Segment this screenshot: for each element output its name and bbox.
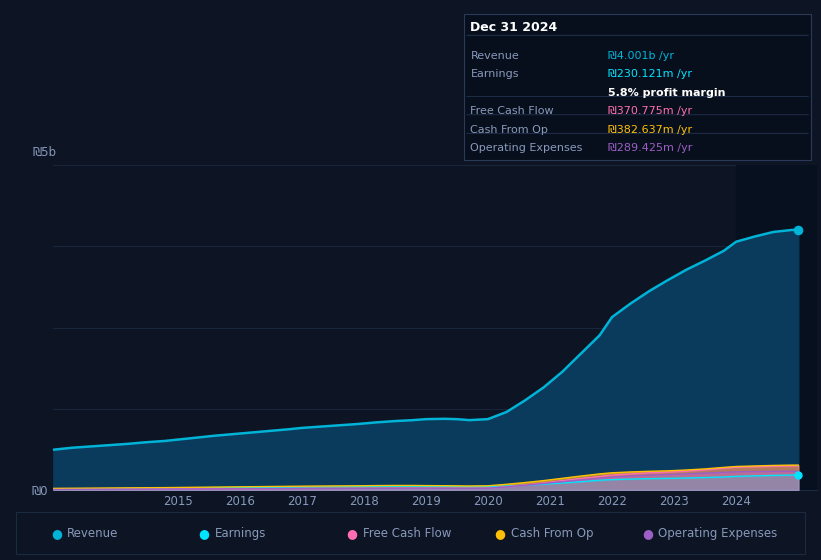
Text: ●: ● bbox=[494, 527, 505, 540]
Point bbox=[791, 226, 805, 235]
Text: ₪230.121m /yr: ₪230.121m /yr bbox=[608, 69, 691, 80]
Text: Operating Expenses: Operating Expenses bbox=[658, 527, 777, 540]
Text: ●: ● bbox=[642, 527, 653, 540]
Text: ●: ● bbox=[346, 527, 357, 540]
Text: ₪382.637m /yr: ₪382.637m /yr bbox=[608, 125, 691, 135]
Text: Earnings: Earnings bbox=[215, 527, 267, 540]
Text: Free Cash Flow: Free Cash Flow bbox=[470, 106, 554, 116]
Text: Free Cash Flow: Free Cash Flow bbox=[363, 527, 452, 540]
Text: ●: ● bbox=[51, 527, 62, 540]
Text: ₪4.001b /yr: ₪4.001b /yr bbox=[608, 51, 673, 61]
Text: Revenue: Revenue bbox=[470, 51, 519, 61]
Text: Revenue: Revenue bbox=[67, 527, 119, 540]
Point bbox=[791, 470, 805, 479]
Text: ₪5b: ₪5b bbox=[33, 146, 57, 160]
Text: Dec 31 2024: Dec 31 2024 bbox=[470, 21, 557, 34]
Text: ₪289.425m /yr: ₪289.425m /yr bbox=[608, 143, 692, 153]
Text: ₪370.775m /yr: ₪370.775m /yr bbox=[608, 106, 691, 116]
Text: Cash From Op: Cash From Op bbox=[470, 125, 548, 135]
Text: Earnings: Earnings bbox=[470, 69, 519, 80]
Bar bbox=[736, 165, 817, 490]
Text: 5.8% profit margin: 5.8% profit margin bbox=[608, 88, 725, 98]
Text: Operating Expenses: Operating Expenses bbox=[470, 143, 583, 153]
Text: ●: ● bbox=[199, 527, 209, 540]
Text: Cash From Op: Cash From Op bbox=[511, 527, 593, 540]
